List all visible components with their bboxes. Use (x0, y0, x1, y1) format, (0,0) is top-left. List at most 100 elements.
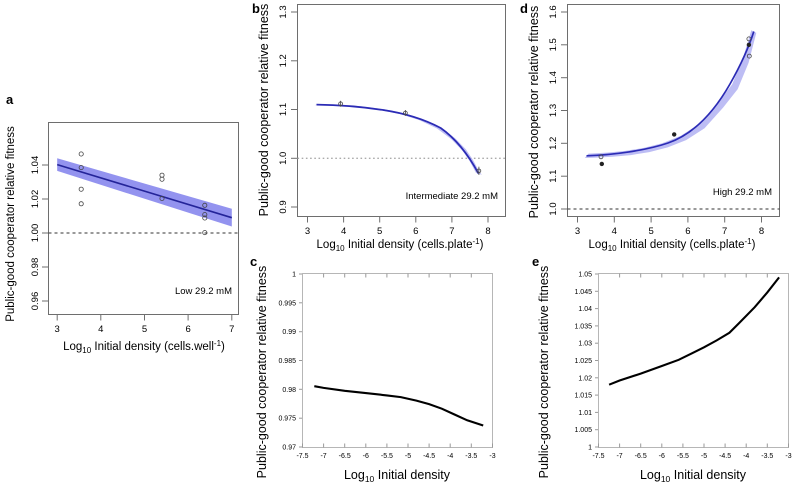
panel-d-fit-curve (586, 31, 755, 157)
panel-e-ytick-10: 1.05 (578, 272, 592, 279)
panel-e-ytick-4: 1.02 (578, 375, 592, 382)
panel-a-ytick-1: 0.98 (30, 258, 41, 277)
panel-b-fit-curve (316, 103, 480, 175)
panel-e-ytick-6: 1.03 (578, 341, 592, 348)
panel-a-ytick-2: 1.00 (30, 224, 41, 243)
panel-c-log-base: 10 (365, 474, 375, 484)
panel-d-point (746, 53, 752, 59)
panel-c-xtick-4: -5.5 (381, 453, 393, 460)
panel-d-ytick-3: 1.3 (548, 104, 559, 117)
panel-d-point (746, 36, 752, 42)
panel-d-ytick-5: 1.5 (548, 38, 559, 51)
panel-c-xtick-1: -7 (320, 453, 326, 460)
panel-e-x-axis-main: Initial density (674, 468, 747, 482)
panel-e-ytick-9: 1.045 (574, 289, 592, 296)
panel-b-frame (297, 4, 506, 217)
panel-e-xtick-2: -6.5 (635, 453, 647, 460)
panel-b-xtick-5: 8 (485, 226, 490, 237)
panel-d-log-prefix: Log (589, 239, 608, 251)
panel-c-log-prefix: Log (344, 468, 365, 482)
panel-a-regression-line (56, 163, 233, 219)
panel-d-xtick-2: 5 (648, 226, 653, 237)
panel-a-log-prefix: Log (63, 341, 82, 353)
panel-d-xtick-1: 4 (612, 226, 617, 237)
panel-d-ytick-2: 1.2 (548, 137, 559, 150)
panel-d: d Public-good cooperator relative fitnes… (518, 0, 794, 253)
panel-c-xtick-0: -7.5 (296, 453, 308, 460)
panel-c-ytick-4: 0.99 (282, 329, 296, 336)
panel-b-point (403, 110, 408, 116)
panel-e-model-curve (608, 276, 780, 386)
panel-b-y-axis-title: Public-good cooperator relative fitness (257, 4, 271, 217)
panel-d-frame (567, 4, 780, 217)
panel-c-ytick-2: 0.98 (282, 387, 296, 394)
panel-c-xtick-7: -4 (447, 453, 453, 460)
panel-e-x-axis-title: Log10 Initial density (640, 468, 747, 484)
panel-b-ytick-0: 0.9 (278, 200, 289, 213)
panel-a-point (202, 202, 208, 208)
panel-d-point (672, 132, 677, 137)
panel-e-ytick-1: 1.005 (574, 427, 592, 434)
panel-e-xtick-8: -3.5 (761, 453, 773, 460)
panel-c-ytick-5: 0.995 (278, 300, 296, 307)
panel-a-point (202, 215, 208, 221)
panel-e-xtick-3: -6 (659, 453, 665, 460)
panel-e: e Public-good cooperator relative fitnes… (500, 252, 794, 486)
panel-a-ytick-0: 0.96 (30, 292, 41, 311)
panel-e-log-prefix: Log (640, 468, 661, 482)
panel-a-point (78, 186, 84, 192)
panel-a-xtick-2: 5 (142, 324, 147, 335)
panel-c-x-axis-title: Log10 Initial density (344, 468, 451, 484)
panel-c-xtick-9: -3 (489, 453, 495, 460)
panel-a-annotation: Low 29.2 mM (175, 286, 232, 297)
panel-a-frame (48, 122, 239, 315)
panel-b-xtick-3: 6 (413, 226, 418, 237)
panel-a-xtick-1: 4 (98, 324, 103, 335)
panel-b-log-prefix: Log (317, 239, 336, 251)
panel-b-xtick-0: 3 (305, 226, 310, 237)
panel-b-x-axis-main: Initial density (cells.plate (348, 239, 473, 251)
panel-c-model-curve (314, 385, 484, 427)
panel-a-x-axis-title: Log10 Initial density (cells.well-1) (63, 339, 225, 355)
panel-a-x-axis-main: Initial density (cells.well (94, 341, 214, 353)
panel-e-xtick-6: -4.5 (719, 453, 731, 460)
panel-d-y-axis-title: Public-good cooperator relative fitness (527, 6, 541, 219)
panel-c: c Public-good cooperator relative fitnes… (240, 252, 500, 486)
panel-e-xtick-0: -7.5 (592, 453, 604, 460)
panel-c-xtick-3: -6 (363, 453, 369, 460)
panel-e-ytick-2: 1.01 (578, 410, 592, 417)
panel-a-xtick-3: 6 (185, 324, 190, 335)
panel-c-x-axis-main: Initial density (378, 468, 451, 482)
panel-a-point (159, 172, 165, 178)
panel-a-point (159, 176, 165, 182)
panel-c-xtick-5: -5 (405, 453, 411, 460)
panel-d-annotation: High 29.2 mM (713, 187, 772, 198)
panel-a-y-axis-title: Public-good cooperator relative fitness (5, 126, 17, 322)
panel-c-ytick-3: 0.985 (278, 358, 296, 365)
panel-a-xtick-4: 7 (229, 324, 234, 335)
panel-b-log-base: 10 (336, 244, 345, 253)
panel-d-xtick-3: 6 (685, 226, 690, 237)
panel-b-ytick-4: 1.3 (278, 5, 289, 18)
panel-b-confidence-band (314, 104, 482, 175)
panel-d-ytick-6: 1.6 (548, 5, 559, 18)
panel-e-log-base: 10 (661, 474, 671, 484)
panel-a-point (202, 212, 208, 218)
panel-e-ytick-3: 1.015 (574, 393, 592, 400)
panel-e-y-axis-title: Public-good cooperator relative fitness (537, 266, 551, 479)
panel-d-xtick-5: 8 (759, 226, 764, 237)
panel-e-plot: Public-good cooperator relative fitness … (537, 266, 792, 484)
panel-c-xtick-2: -6.5 (339, 453, 351, 460)
panel-b-ytick-3: 1.2 (278, 54, 289, 67)
panel-d-plot: Public-good cooperator relative fitness … (527, 4, 780, 253)
panel-a-label: a (6, 92, 14, 107)
panel-d-point (599, 161, 605, 167)
panel-b-xtick-2: 5 (377, 226, 382, 237)
panel-b-point (338, 101, 343, 107)
panel-d-xtick-0: 3 (575, 226, 580, 237)
panel-a-ytick-4: 1.04 (30, 156, 41, 175)
panel-a-point (202, 230, 208, 236)
panel-a-xtick-0: 3 (55, 324, 60, 335)
panel-a-exp: -1 (214, 339, 222, 348)
panel-e-xtick-7: -4 (743, 453, 749, 460)
